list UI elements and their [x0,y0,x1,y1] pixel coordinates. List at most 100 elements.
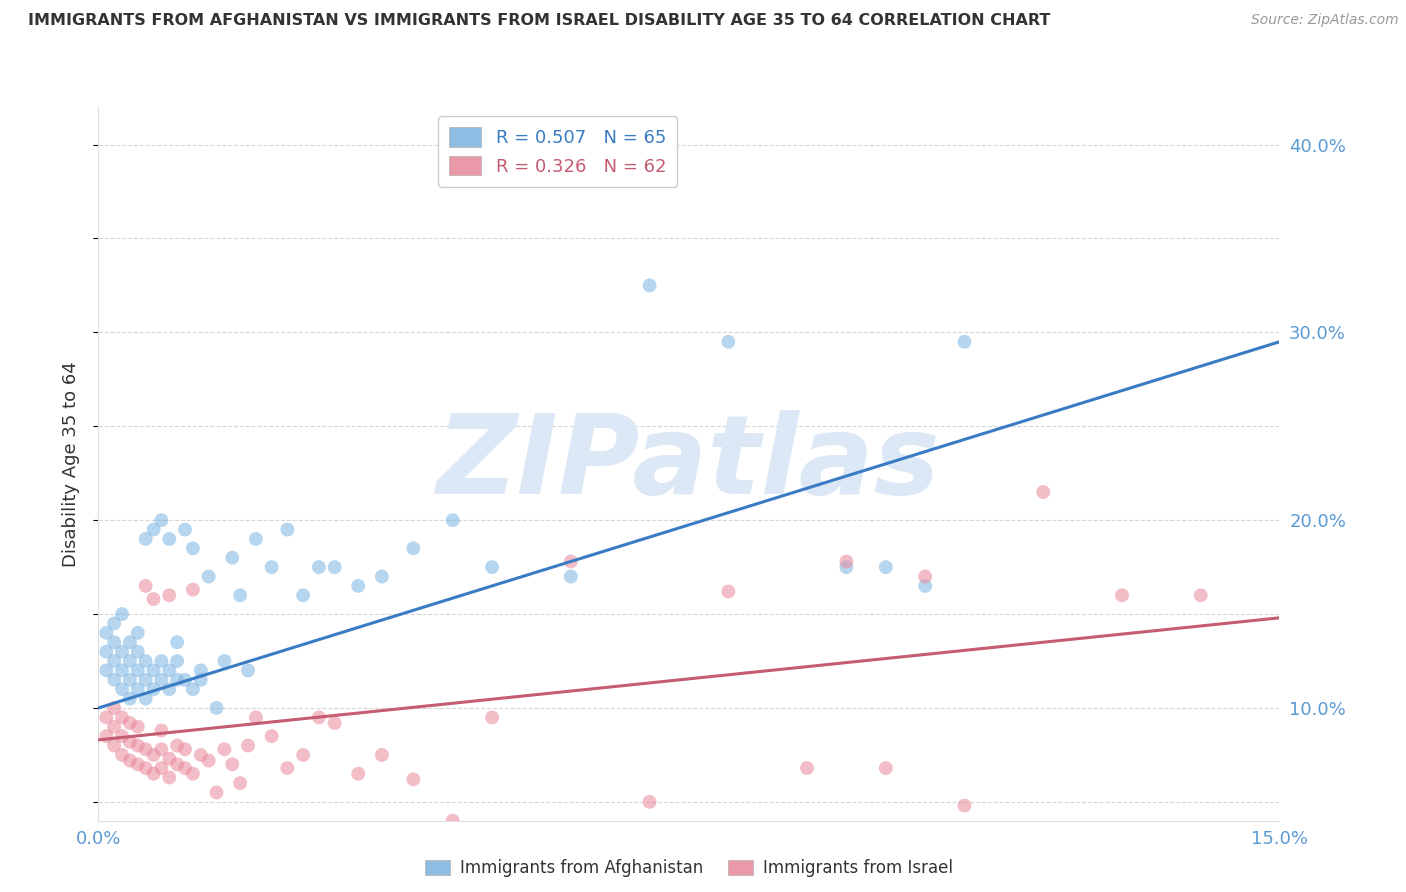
Point [481,560,503,574]
Point [214,654,236,668]
Point [323,716,346,731]
Point [135,654,157,668]
Point [292,588,315,602]
Point [142,682,165,697]
Point [111,747,134,762]
Point [118,673,141,687]
Point [135,742,157,756]
Point [166,673,188,687]
Point [953,798,976,813]
Point [717,334,740,349]
Y-axis label: Disability Age 35 to 64: Disability Age 35 to 64 [62,361,80,566]
Point [190,747,212,762]
Point [560,554,582,568]
Point [103,635,125,649]
Point [150,673,173,687]
Point [402,541,425,556]
Point [118,635,141,649]
Point [111,729,134,743]
Point [181,766,204,780]
Point [96,664,118,678]
Point [717,584,740,599]
Point [150,513,173,527]
Point [371,747,394,762]
Point [111,664,134,678]
Point [118,691,141,706]
Point [157,532,180,546]
Point [292,747,315,762]
Point [371,569,394,583]
Point [157,752,180,766]
Point [1189,588,1212,602]
Point [96,710,118,724]
Point [166,757,188,772]
Point [142,523,165,537]
Point [127,664,149,678]
Point [127,645,149,659]
Point [103,739,125,753]
Point [181,682,204,697]
Point [214,742,236,756]
Point [181,541,204,556]
Point [638,795,661,809]
Point [142,592,165,607]
Point [323,560,346,574]
Point [181,582,204,597]
Point [236,664,259,678]
Point [96,645,118,659]
Point [157,588,180,602]
Point [166,739,188,753]
Point [150,742,173,756]
Point [118,716,141,731]
Point [127,739,149,753]
Point [157,682,180,697]
Point [96,625,118,640]
Legend: Immigrants from Afghanistan, Immigrants from Israel: Immigrants from Afghanistan, Immigrants … [418,853,960,884]
Point [245,532,267,546]
Point [157,664,180,678]
Point [127,682,149,697]
Point [174,673,197,687]
Point [245,710,267,724]
Point [875,560,897,574]
Point [103,616,125,631]
Point [205,785,228,799]
Point [135,691,157,706]
Point [308,710,330,724]
Point [157,771,180,785]
Point [276,761,298,775]
Point [174,761,197,775]
Point [190,673,212,687]
Point [127,625,149,640]
Point [142,747,165,762]
Point [221,757,243,772]
Point [347,766,370,780]
Point [229,588,252,602]
Point [135,673,157,687]
Point [166,635,188,649]
Point [127,720,149,734]
Point [135,761,157,775]
Point [953,334,976,349]
Point [103,701,125,715]
Point [260,560,283,574]
Point [221,550,243,565]
Point [835,554,858,568]
Point [174,742,197,756]
Point [190,664,212,678]
Point [560,569,582,583]
Point [118,735,141,749]
Point [308,560,330,574]
Point [135,532,157,546]
Point [1032,485,1054,500]
Point [914,579,936,593]
Point [142,766,165,780]
Point [118,654,141,668]
Point [441,513,464,527]
Point [197,569,219,583]
Point [135,579,157,593]
Point [103,654,125,668]
Point [96,729,118,743]
Point [347,579,370,593]
Point [150,723,173,738]
